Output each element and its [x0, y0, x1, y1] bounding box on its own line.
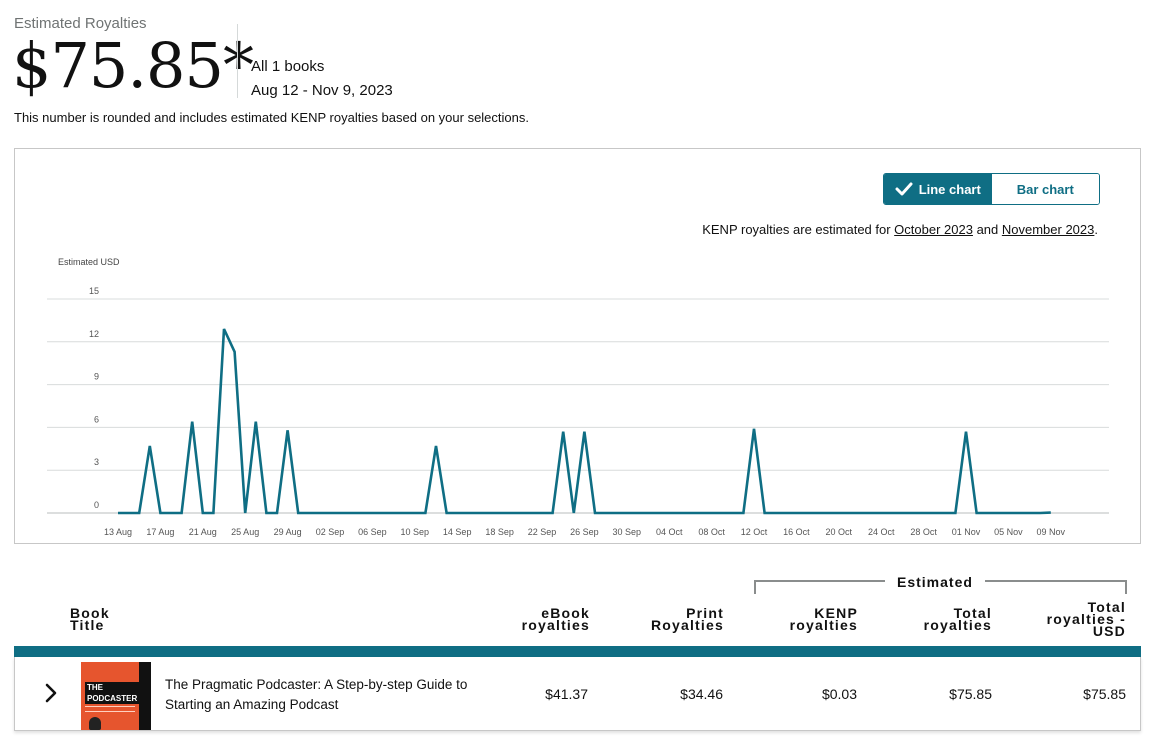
x-tick-label: 01 Nov — [952, 527, 981, 537]
x-tick-label: 08 Oct — [698, 527, 725, 537]
x-tick-label: 02 Sep — [316, 527, 345, 537]
books-count: All 1 books — [251, 58, 325, 75]
x-tick-label: 18 Sep — [485, 527, 514, 537]
header-ebook-line2: royalties — [521, 617, 590, 633]
x-tick-label: 28 Oct — [910, 527, 937, 537]
x-tick-label: 09 Nov — [1037, 527, 1066, 537]
x-tick-label: 06 Sep — [358, 527, 387, 537]
header-print-line2: Royalties — [650, 617, 724, 633]
y-tick-label: 15 — [89, 286, 99, 296]
x-tick-label: 20 Oct — [826, 527, 853, 537]
kenp-note-prefix: KENP royalties are estimated for — [702, 222, 895, 237]
book-cover-image: THE PRAGMATIC PODCASTER — [81, 662, 151, 730]
header-totalusd-line3: USD — [1092, 623, 1126, 639]
x-tick-label: 29 Aug — [274, 527, 302, 537]
header-ebook-royalties[interactable]: eBook royalties — [521, 605, 590, 633]
october-2023-link[interactable]: October 2023 — [894, 222, 973, 237]
chart-panel: Line chart Bar chart KENP royalties are … — [14, 148, 1141, 544]
y-tick-label: 6 — [94, 414, 99, 424]
header-book-line2: Title — [70, 617, 105, 633]
check-icon — [895, 182, 913, 196]
header-book-line1: Book — [70, 605, 110, 621]
x-tick-label: 16 Oct — [783, 527, 810, 537]
x-tick-label: 14 Sep — [443, 527, 472, 537]
estimated-royalties-label: Estimated Royalties — [14, 15, 147, 32]
header-kenp-line2: royalties — [789, 617, 858, 633]
cover-text-line2: PODCASTER — [85, 693, 140, 704]
header-kenp-line1: KENP — [814, 605, 858, 621]
header-print-line1: Print — [686, 605, 724, 621]
y-tick-label: 12 — [89, 329, 99, 339]
cover-subtitle-lines — [85, 706, 135, 712]
royalties-total-amount: $75.85* — [12, 29, 254, 102]
header-totalusd-line2: royalties - — [1046, 611, 1126, 627]
y-tick-label: 3 — [94, 457, 99, 467]
total-royalties-usd-value: $75.85 — [1083, 686, 1126, 702]
y-tick-label: 0 — [94, 500, 99, 510]
x-tick-label: 21 Aug — [189, 527, 217, 537]
header-totalusd-line1: Total — [1087, 599, 1126, 615]
bar-chart-label: Bar chart — [1016, 181, 1074, 197]
table-header-bar — [14, 646, 1141, 657]
header-ebook-line1: eBook — [541, 605, 590, 621]
x-tick-label: 10 Sep — [401, 527, 430, 537]
ebook-royalties-value: $41.37 — [545, 686, 588, 702]
x-tick-label: 30 Sep — [613, 527, 642, 537]
line-chart-button[interactable]: Line chart — [884, 174, 992, 204]
x-tick-label: 04 Oct — [656, 527, 683, 537]
november-2023-link[interactable]: November 2023 — [1001, 222, 1095, 237]
header-kenp-royalties[interactable]: KENP royalties — [789, 605, 858, 633]
chevron-right-icon[interactable] — [43, 682, 59, 704]
x-tick-label: 22 Sep — [528, 527, 557, 537]
header-book-title[interactable]: Book Title — [70, 605, 110, 633]
kenp-note-suffix: . — [1094, 222, 1098, 237]
table-row: THE PRAGMATIC PODCASTER The Pragmatic Po… — [14, 657, 1141, 731]
bar-chart-button[interactable]: Bar chart — [991, 174, 1099, 204]
book-title: The Pragmatic Podcaster: A Step-by-step … — [165, 677, 468, 712]
kenp-estimate-note: KENP royalties are estimated for October… — [702, 222, 1098, 237]
total-royalties-value: $75.85 — [949, 686, 992, 702]
chart-type-toggle: Line chart Bar chart — [883, 173, 1100, 205]
x-tick-label: 25 Aug — [231, 527, 259, 537]
x-tick-label: 26 Sep — [570, 527, 599, 537]
x-tick-label: 24 Oct — [868, 527, 895, 537]
x-tick-label: 17 Aug — [146, 527, 174, 537]
microphone-icon — [89, 717, 101, 730]
header-total-royalties-usd[interactable]: Total royalties - USD — [1046, 599, 1126, 639]
y-tick-label: 9 — [94, 372, 99, 382]
y-axis-label: Estimated USD — [58, 257, 120, 267]
header-print-royalties[interactable]: Print Royalties — [650, 605, 724, 633]
summary-divider — [237, 24, 238, 98]
print-royalties-value: $34.46 — [680, 686, 723, 702]
x-tick-label: 12 Oct — [741, 527, 768, 537]
date-range: Aug 12 - Nov 9, 2023 — [251, 82, 393, 99]
line-chart-label: Line chart — [918, 181, 981, 197]
royalties-line-chart: Estimated USD 0 3 6 9 12 15 13 Aug 17 Aug 21 Aug 2… — [47, 257, 1109, 537]
header-total-line2: royalties — [923, 617, 992, 633]
royalties-series-line — [118, 328, 1051, 515]
rounding-note: This number is rounded and includes esti… — [14, 110, 529, 125]
x-tick-label: 05 Nov — [994, 527, 1023, 537]
header-total-line1: Total — [953, 605, 992, 621]
estimated-group-label: Estimated — [885, 574, 985, 590]
kenp-note-middle: and — [972, 222, 1002, 237]
kenp-royalties-value: $0.03 — [821, 686, 857, 702]
header-total-royalties[interactable]: Total royalties — [923, 605, 992, 633]
x-tick-label: 13 Aug — [104, 527, 132, 537]
